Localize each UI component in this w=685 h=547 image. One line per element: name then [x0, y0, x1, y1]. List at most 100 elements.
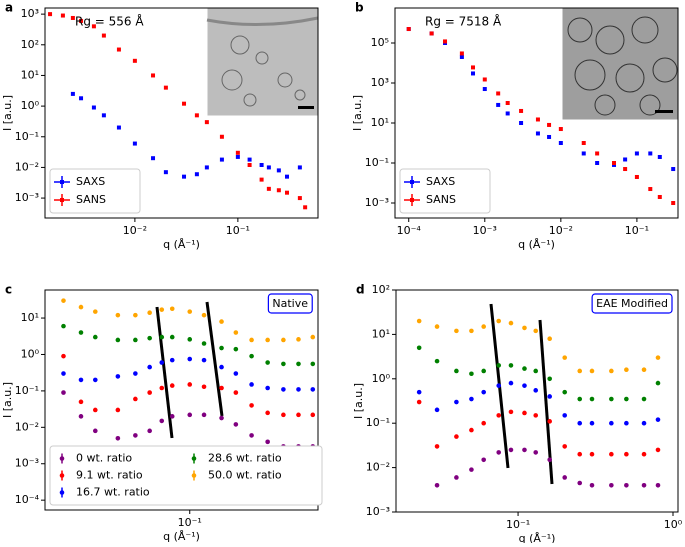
data-point — [623, 167, 628, 172]
data-point — [562, 444, 568, 449]
legend-swatch — [60, 198, 64, 202]
data-point — [133, 396, 138, 402]
data-point — [434, 324, 440, 329]
panel-label: a — [5, 1, 13, 15]
data-point — [496, 450, 502, 455]
data-point — [259, 162, 264, 167]
data-point — [187, 412, 193, 418]
data-point — [265, 439, 270, 445]
data-point — [577, 420, 583, 426]
data-point — [133, 312, 138, 318]
data-point — [159, 385, 165, 391]
data-point — [443, 39, 448, 44]
data-point — [505, 101, 510, 106]
data-point — [547, 134, 552, 139]
data-point — [182, 101, 187, 106]
data-point — [612, 161, 617, 166]
x-axis-label: q (Å⁻¹) — [163, 530, 200, 543]
data-point — [655, 482, 661, 488]
data-point — [194, 172, 199, 177]
data-point — [182, 174, 187, 179]
data-point — [115, 374, 121, 379]
data-point — [259, 177, 264, 182]
data-point — [163, 170, 168, 175]
data-point — [469, 396, 474, 402]
y-tick-label: 10⁻¹ — [15, 130, 39, 143]
data-point — [562, 389, 568, 395]
data-point — [310, 412, 316, 418]
data-point — [641, 396, 647, 402]
data-point — [303, 205, 308, 210]
data-point — [233, 330, 239, 335]
data-point — [249, 382, 254, 387]
data-point — [641, 367, 647, 373]
data-point — [78, 330, 84, 335]
x-axis-label: q (Å⁻¹) — [163, 238, 200, 251]
data-point — [78, 304, 84, 310]
data-point — [609, 420, 614, 426]
data-point — [147, 364, 152, 370]
data-point — [655, 380, 661, 386]
data-point — [454, 328, 459, 334]
data-point — [416, 399, 422, 405]
data-point — [434, 444, 440, 449]
legend-swatch — [410, 198, 414, 202]
data-point — [310, 361, 316, 367]
data-point — [648, 187, 653, 192]
data-point — [159, 418, 165, 424]
legend-label: SAXS — [76, 175, 105, 188]
data-point — [249, 353, 254, 359]
data-point — [296, 361, 301, 367]
data-point — [581, 141, 586, 146]
data-point — [151, 73, 156, 78]
data-point — [92, 407, 98, 413]
data-point — [655, 417, 661, 422]
legend-swatch — [60, 180, 64, 184]
data-point — [558, 127, 563, 132]
data-point — [429, 31, 434, 36]
legend-label: 28.6 wt. ratio — [208, 452, 282, 465]
data-point — [310, 387, 316, 392]
data-point — [641, 482, 647, 488]
x-axis-label: q (Å⁻¹) — [518, 238, 555, 251]
data-point — [247, 162, 252, 167]
y-tick-label: 10⁻⁴ — [15, 493, 40, 506]
data-point — [459, 54, 464, 59]
data-point — [79, 18, 84, 23]
data-point — [147, 428, 152, 434]
data-point — [535, 131, 540, 136]
legend-swatch — [59, 456, 65, 461]
legend-frame — [399, 168, 491, 214]
data-point — [522, 410, 527, 416]
y-tick-label: 10⁻² — [15, 420, 39, 433]
data-point — [547, 336, 552, 342]
data-point — [310, 334, 316, 340]
data-point — [169, 383, 175, 388]
data-point — [115, 407, 121, 413]
data-point — [522, 383, 527, 388]
data-point — [481, 457, 486, 463]
data-point — [201, 357, 207, 363]
data-point — [233, 390, 239, 395]
data-point — [147, 310, 152, 316]
y-tick-label: 10¹ — [372, 327, 390, 340]
x-tick-label: 10⁻² — [549, 224, 573, 237]
data-point — [641, 451, 647, 457]
data-point — [169, 414, 175, 419]
data-point — [265, 385, 270, 391]
y-tick-label: 10⁻³ — [365, 196, 389, 209]
data-point — [78, 414, 84, 419]
data-point — [416, 345, 422, 351]
plot-frame — [44, 7, 319, 219]
y-tick-label: 10⁻¹ — [15, 384, 39, 397]
legend-label: SAXS — [426, 175, 455, 188]
x-tick-label: 10⁻⁴ — [397, 224, 422, 237]
legend-swatch — [59, 473, 65, 478]
data-point — [92, 428, 98, 434]
data-point — [577, 451, 583, 457]
data-point — [187, 309, 193, 314]
x-axis-label: q (Å⁻¹) — [519, 532, 556, 543]
data-point — [201, 312, 207, 318]
data-point — [496, 363, 502, 368]
